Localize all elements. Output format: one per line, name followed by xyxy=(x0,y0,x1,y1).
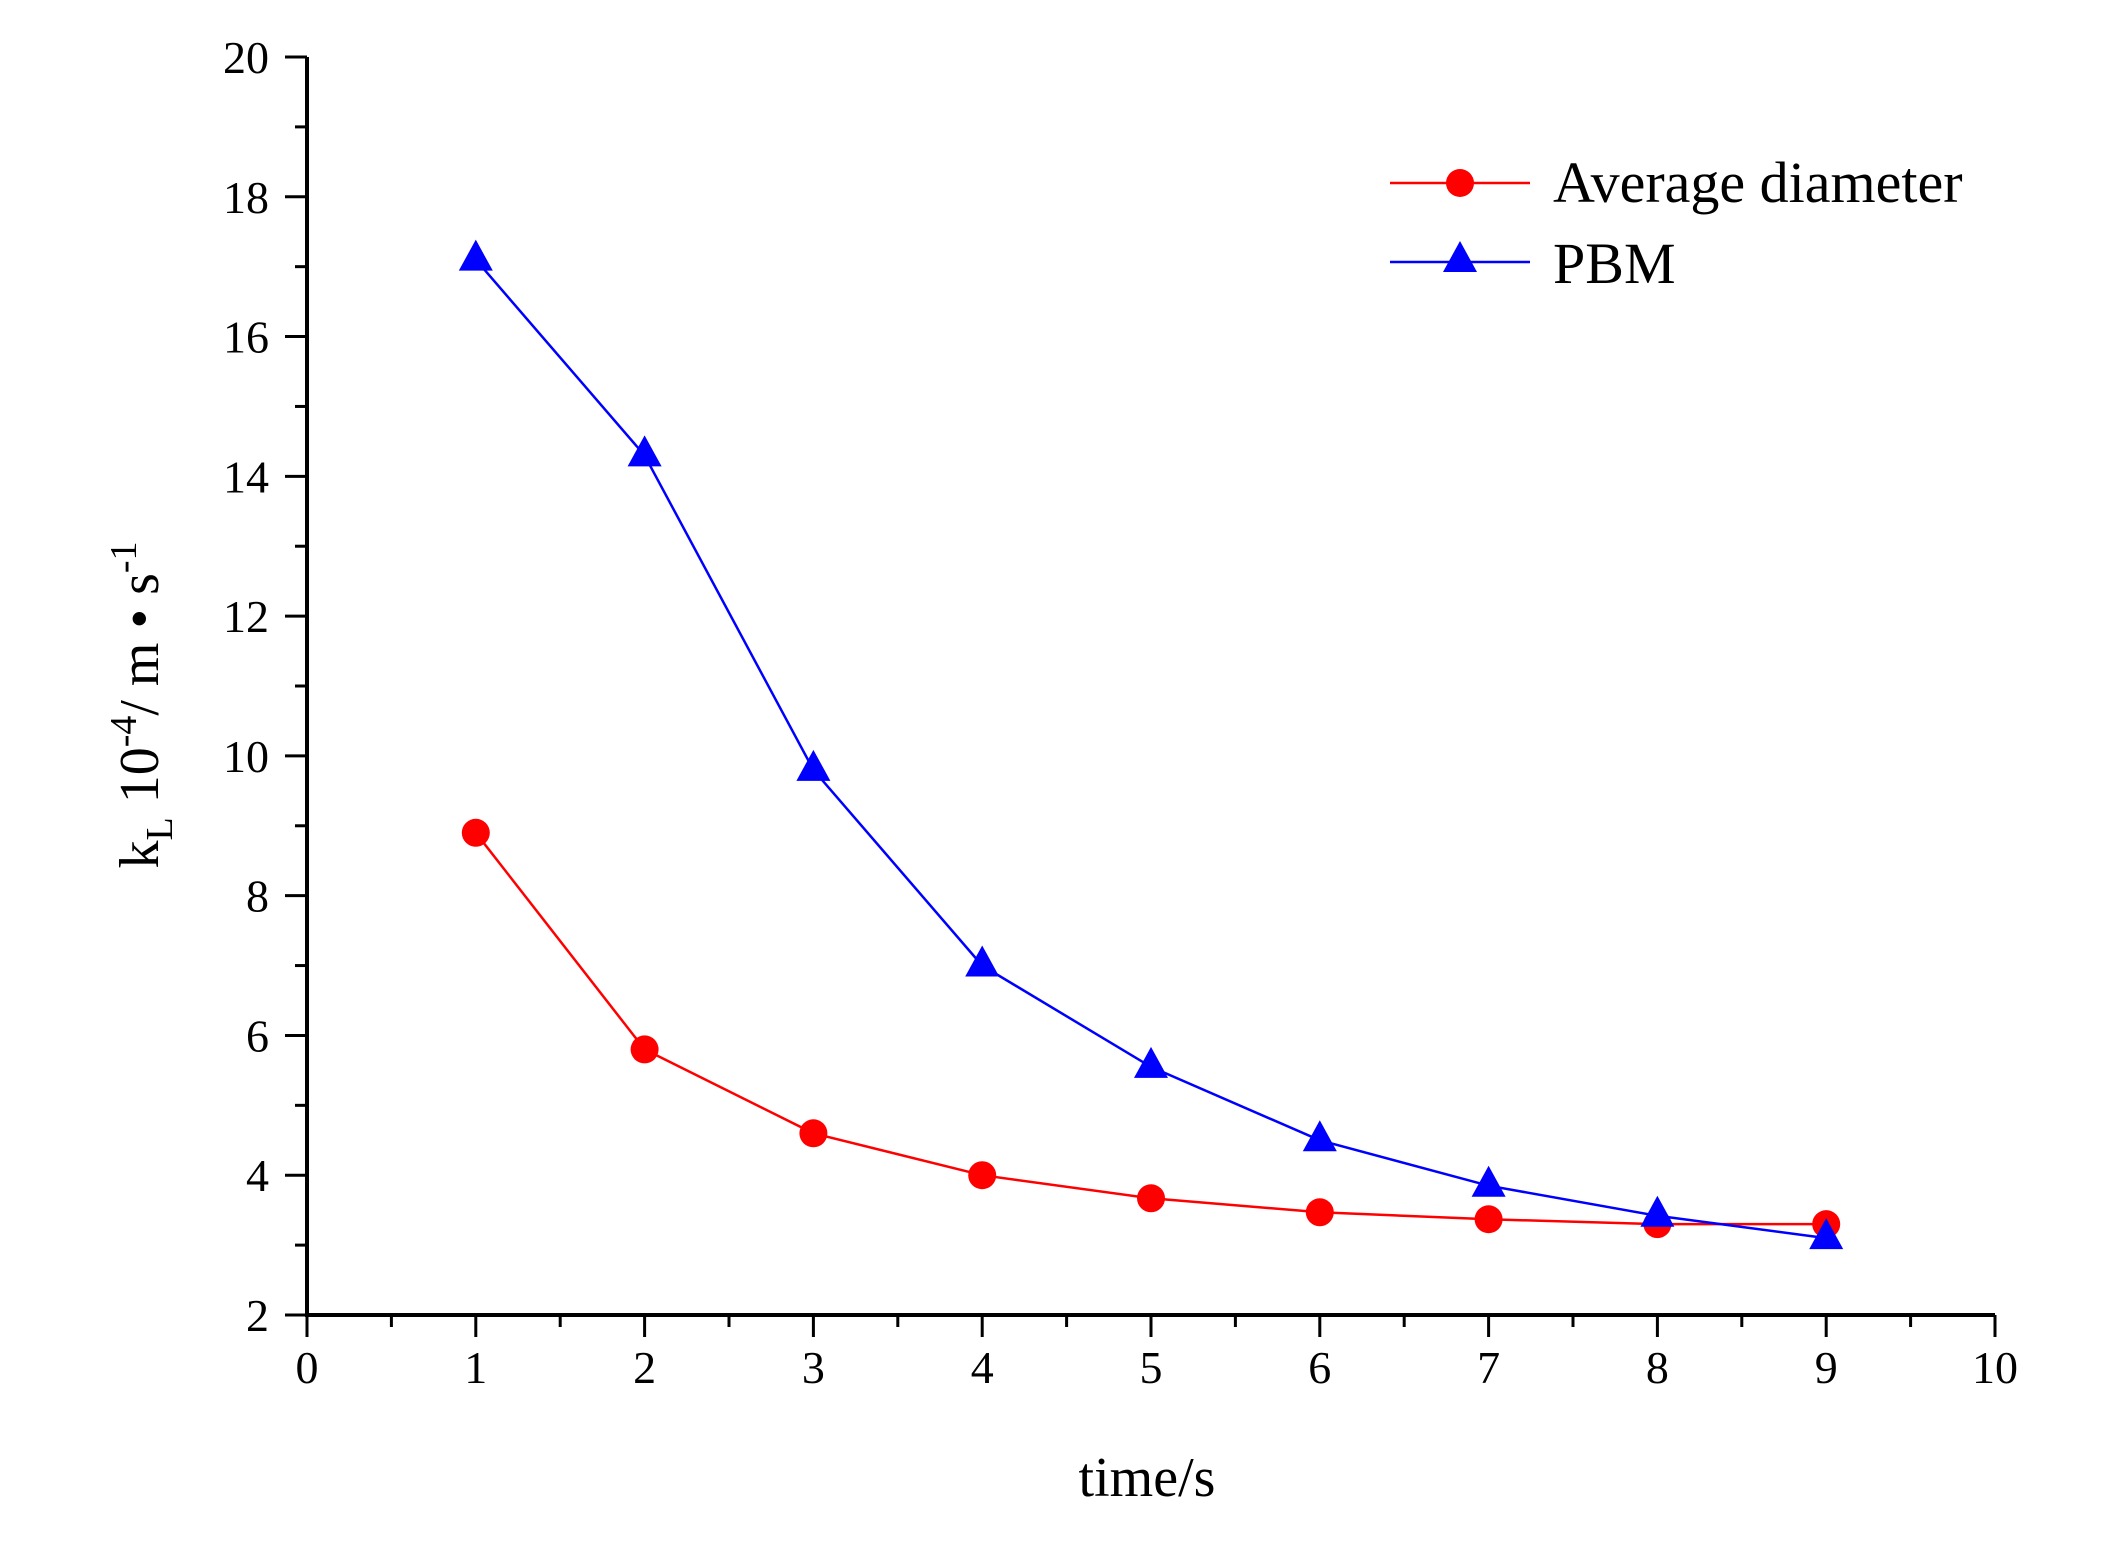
legend-marker-pbm xyxy=(1443,241,1477,272)
series-line-average-diameter xyxy=(474,832,1827,1226)
y-tick-label: 18 xyxy=(223,172,269,223)
y-tick-label: 8 xyxy=(246,871,269,922)
x-tick-label: 8 xyxy=(1646,1342,1669,1393)
series-layer xyxy=(458,239,1844,1250)
y-axis-title-exp: -4 xyxy=(103,716,145,748)
x-tick-label: 2 xyxy=(633,1342,656,1393)
data-point-pbm xyxy=(1809,1218,1844,1250)
x-tick-label: 7 xyxy=(1477,1342,1500,1393)
y-axis-title-k: k xyxy=(109,841,171,869)
legend-label-average-diameter: Average diameter xyxy=(1553,150,1963,215)
y-tick-label: 14 xyxy=(223,451,269,502)
x-tick-label: 6 xyxy=(1308,1342,1331,1393)
y-axis-title-k-sub: L xyxy=(139,817,181,840)
x-tick-label: 1 xyxy=(464,1342,487,1393)
y-tick-label: 2 xyxy=(246,1290,269,1341)
data-point-pbm xyxy=(1471,1165,1506,1197)
data-point-average-diameter xyxy=(461,818,490,847)
y-tick-label: 16 xyxy=(223,312,269,363)
x-tick-label: 3 xyxy=(802,1342,825,1393)
x-tick-label: 10 xyxy=(1972,1342,2018,1393)
data-point-average-diameter xyxy=(799,1119,828,1148)
data-point-pbm xyxy=(796,749,831,781)
data-point-average-diameter xyxy=(1137,1184,1165,1213)
data-point-average-diameter xyxy=(968,1161,997,1190)
legend-marker-average-diameter xyxy=(1446,169,1474,197)
y-tick-label: 20 xyxy=(223,32,269,83)
y-axis-title-unit-exp: -1 xyxy=(103,541,145,573)
y-axis-title: kL 10-4/ m • s-1 xyxy=(103,541,181,868)
data-point-pbm xyxy=(1134,1046,1168,1078)
legend-label-pbm: PBM xyxy=(1553,231,1676,296)
data-point-average-diameter xyxy=(1474,1205,1503,1234)
legend: Average diameter PBM xyxy=(1390,150,1963,296)
y-axis-title-unit: / m • s xyxy=(109,573,171,716)
y-axis-title-base: 10 xyxy=(109,747,171,817)
data-point-pbm xyxy=(965,945,1000,977)
data-point-pbm xyxy=(458,239,493,271)
data-point-pbm xyxy=(1640,1195,1675,1227)
series-line-pbm xyxy=(474,258,1827,1240)
x-tick-label: 9 xyxy=(1815,1342,1838,1393)
data-point-pbm xyxy=(627,435,662,467)
svg-text:kL 10-4/ m • s-1: kL 10-4/ m • s-1 xyxy=(103,541,181,868)
data-point-average-diameter xyxy=(630,1035,659,1064)
x-tick-label: 4 xyxy=(971,1342,994,1393)
x-tick-label: 0 xyxy=(296,1342,319,1393)
data-point-pbm xyxy=(1302,1120,1337,1152)
y-tick-label: 10 xyxy=(223,731,269,782)
y-tick-label: 12 xyxy=(223,591,269,642)
x-axis-title: time/s xyxy=(1079,1447,1216,1509)
y-tick-label: 6 xyxy=(246,1010,269,1061)
y-tick-label: 4 xyxy=(246,1150,269,1201)
x-tick-label: 5 xyxy=(1140,1342,1163,1393)
data-point-average-diameter xyxy=(1305,1198,1334,1227)
